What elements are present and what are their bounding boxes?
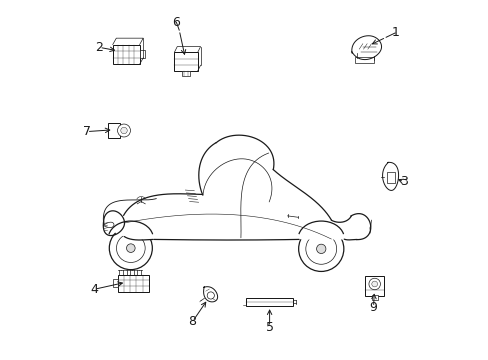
Bar <box>117 275 149 292</box>
Circle shape <box>207 292 214 299</box>
Circle shape <box>116 234 145 262</box>
Polygon shape <box>104 136 370 239</box>
Bar <box>365 276 383 296</box>
Text: 6: 6 <box>172 16 180 29</box>
Circle shape <box>117 124 130 137</box>
Text: 8: 8 <box>188 315 196 328</box>
Text: 7: 7 <box>82 125 91 138</box>
Bar <box>386 172 394 183</box>
Circle shape <box>109 226 152 270</box>
Circle shape <box>371 281 377 287</box>
Circle shape <box>126 244 135 252</box>
Bar <box>354 57 373 63</box>
Bar <box>139 50 144 58</box>
Text: 3: 3 <box>399 175 407 188</box>
Text: 1: 1 <box>390 27 398 40</box>
Circle shape <box>368 278 380 290</box>
Text: 9: 9 <box>369 301 377 314</box>
Bar <box>113 279 118 287</box>
Bar <box>246 298 292 306</box>
Circle shape <box>305 233 336 264</box>
Text: 5: 5 <box>265 320 273 333</box>
Bar <box>182 71 189 76</box>
Circle shape <box>298 226 343 271</box>
Text: 4: 4 <box>90 283 98 296</box>
Bar <box>174 52 197 71</box>
Text: 2: 2 <box>95 41 103 54</box>
Bar <box>108 123 120 138</box>
Bar <box>371 295 377 300</box>
Circle shape <box>316 244 325 253</box>
Bar <box>112 45 139 64</box>
Circle shape <box>121 127 127 134</box>
